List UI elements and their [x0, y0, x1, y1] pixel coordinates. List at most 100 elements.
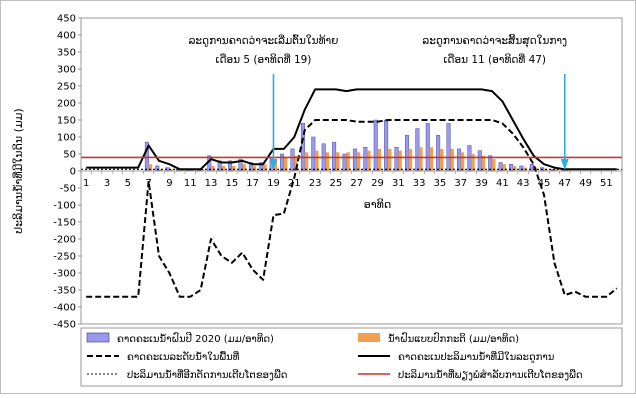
annotation-arrow-head	[560, 159, 569, 170]
normal-rain-bar	[398, 150, 402, 171]
y-tick-label: 100	[57, 133, 76, 144]
legend-wilting-point: ປະລິມານນ້ຳທີ່ອີກຕັດການເຕີບໂຕຂອງພືດ	[87, 368, 287, 381]
x-tick-label: 7	[145, 178, 151, 189]
normal-rain-bar	[543, 169, 548, 171]
x-tick-label: 51	[600, 178, 613, 189]
x-tick-label: 23	[309, 178, 322, 189]
annotation-text: ລະດູການຄາດວ່າຈະສິ້ນສຸດໃນກາງ	[422, 34, 567, 48]
x-tick-label: 35	[434, 178, 447, 189]
y-tick-label: -450	[53, 320, 76, 331]
legend-box	[80, 327, 623, 387]
y-tick-label: -350	[53, 286, 76, 297]
x-tick-label: 37	[454, 178, 467, 189]
normal-rain-bar	[211, 165, 215, 171]
forecast-rain-bar	[415, 128, 420, 172]
x-tick-label: 25	[330, 178, 343, 189]
normal-rain-bar	[242, 164, 246, 171]
normal-rain-bar	[346, 152, 350, 171]
legend-swatch	[358, 333, 380, 342]
forecast-rain-bar	[457, 148, 461, 172]
forecast-rain-bar	[509, 163, 513, 172]
y-tick-label: -300	[53, 269, 76, 280]
x-tick-label: 27	[350, 178, 363, 189]
y-tick-label: 150	[57, 116, 76, 127]
y-tick-label: 400	[57, 31, 76, 42]
normal-rain-bar	[325, 152, 330, 171]
normal-rain-bar	[200, 169, 205, 171]
y-tick-label: -50	[60, 184, 76, 195]
x-tick-label: 33	[413, 178, 426, 189]
normal-rain-bar	[304, 152, 309, 171]
forecast-rain-bar	[290, 148, 295, 172]
y-tick-label: 450	[57, 14, 76, 25]
forecast-rain-bar	[394, 146, 399, 172]
legend-forecast-rain: ຄາດຄະເນນ້ຳຝົນປີ 2020 (ມມ/ອາທິດ)	[86, 331, 274, 345]
annotation-text: ລະດູການຄາດວ່າຈະເລີ່ມຕົ້ນໃນທ້າຍ	[189, 34, 339, 47]
annotation-text: ເດືອນ 5 (ອາທິດທີ່ 19)	[216, 53, 312, 66]
legend-normal-rain: ນ້ຳຝົນແບບປົກກະຕິ (ມມ/ອາທິດ)	[358, 331, 519, 345]
y-tick-label: 350	[57, 48, 76, 59]
x-tick-label: 13	[205, 178, 218, 189]
x-tick-label: 39	[475, 178, 488, 189]
forecast-rain-bar	[404, 135, 409, 172]
normal-rain-bar	[408, 148, 413, 171]
forecast-rain-bar	[467, 145, 472, 172]
forecast-rain-bar	[352, 148, 357, 172]
forecast-rain-bar	[384, 119, 389, 172]
normal-rain-bar	[263, 164, 267, 171]
normal-rain-bar	[481, 155, 486, 171]
forecast-rain-bar	[529, 163, 534, 172]
x-tick-label: 3	[104, 178, 110, 189]
normal-rain-bar	[273, 160, 278, 171]
x-tick-label: 19	[267, 178, 280, 189]
y-tick-label: -400	[53, 303, 76, 314]
normal-rain-bar	[512, 165, 517, 171]
normal-rain-bar	[450, 148, 454, 171]
normal-rain-bar	[377, 148, 382, 171]
legend-water-level: ຄາດຄະເນລະດັບນ້ຳໃນພື້ນທີ່	[87, 350, 239, 363]
forecast-rain-bar	[155, 165, 160, 172]
normal-rain-bar	[231, 165, 236, 171]
forecast-rain-bar	[363, 146, 368, 172]
normal-rain-bar	[439, 148, 444, 171]
normal-rain-bar	[315, 150, 319, 171]
y-tick-label: 300	[57, 65, 76, 76]
x-tick-label: 21	[288, 178, 301, 189]
legend-adequate-water: ປະລິມານນ້ຳທີ່ພຽງພໍສຳລັບການເຕີບໂຕຂອງພືດ	[358, 368, 583, 381]
x-axis-title: ອາທິດ	[364, 198, 391, 211]
forecast-rain-bar	[280, 153, 285, 172]
forecast-rain-bar	[519, 165, 524, 172]
forecast-rain-bar	[436, 135, 441, 172]
normal-rain-bar	[159, 169, 163, 171]
water-available-season-line	[86, 88, 617, 171]
normal-rain-bar	[294, 155, 298, 171]
forecast-rain-bar	[373, 119, 378, 172]
annotation-arrow-head	[269, 159, 278, 170]
x-tick-label: 17	[246, 178, 259, 189]
forecast-rain-bar	[332, 141, 337, 172]
x-tick-label: 49	[579, 178, 592, 189]
legend-label: ປະລິມານນ້ຳທີ່ອີກຕັດການເຕີບໂຕຂອງພືດ	[127, 368, 287, 381]
x-tick-label: 9	[166, 178, 172, 189]
x-tick-label: 29	[371, 178, 384, 189]
normal-rain-bar	[419, 147, 423, 171]
normal-rain-bar	[252, 165, 257, 171]
y-tick-label: 0	[70, 167, 76, 178]
normal-rain-bar	[429, 147, 434, 171]
normal-rain-bar	[523, 167, 527, 171]
normal-rain-bar	[356, 152, 361, 171]
legend-label: ຄາດຄະເນປະລິມານນ້ຳທີ່ມີໃນລະດູການ	[398, 350, 554, 363]
normal-rain-bar	[335, 152, 340, 171]
y-tick-label: 250	[57, 82, 76, 93]
x-tick-label: 41	[496, 178, 509, 189]
normal-rain-bar	[471, 154, 475, 171]
forecast-rain-bar	[446, 123, 451, 172]
y-tick-label: 50	[63, 150, 76, 161]
normal-rain-bar	[283, 157, 288, 171]
legend-label: ຄາດຄະເນລະດັບນ້ຳໃນພື້ນທີ່	[127, 350, 239, 363]
normal-rain-bar	[367, 150, 371, 171]
legend-label: ນ້ຳຝົນແບບປົກກະຕິ (ມມ/ອາທິດ)	[388, 331, 519, 345]
legend-label: ຄາດຄະເນນ້ຳຝົນປີ 2020 (ມມ/ອາທິດ)	[117, 331, 274, 345]
